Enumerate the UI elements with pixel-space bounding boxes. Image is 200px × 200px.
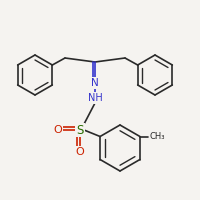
Text: NH: NH bbox=[88, 93, 102, 103]
Text: CH₃: CH₃ bbox=[150, 132, 165, 141]
Text: O: O bbox=[54, 125, 62, 135]
Text: N: N bbox=[91, 78, 99, 88]
Text: S: S bbox=[76, 123, 84, 136]
Text: O: O bbox=[76, 147, 84, 157]
